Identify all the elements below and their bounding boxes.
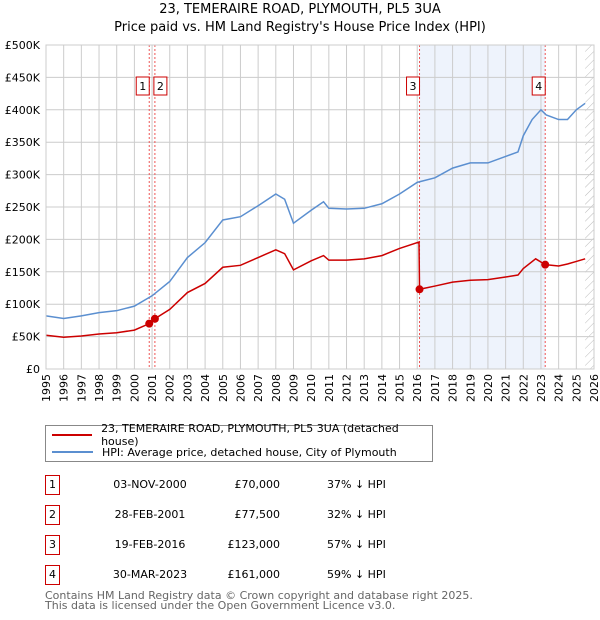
sale-label-box: 1 xyxy=(135,76,150,96)
x-tick-label: 2022 xyxy=(517,374,530,402)
series-line xyxy=(45,102,586,320)
x-tick-label: 2007 xyxy=(252,374,265,402)
sale-label-border xyxy=(406,76,421,96)
x-tick-label: 2006 xyxy=(234,374,247,402)
x-tick-label: 2008 xyxy=(270,374,283,402)
transaction-row: 3 19-FEB-2016 £123,000 57% ↓ HPI xyxy=(45,535,445,555)
x-tick-label: 2014 xyxy=(376,374,389,402)
x-tick-label: 2021 xyxy=(500,374,513,402)
transaction-hpi-diff: 59% ↓ HPI xyxy=(327,568,386,581)
footer-licence: This data is licensed under the Open Gov… xyxy=(45,599,396,612)
sale-point xyxy=(415,285,424,294)
x-tick-label: 1996 xyxy=(58,374,71,402)
x-tick-label: 1997 xyxy=(75,374,88,402)
x-tick-label: 2001 xyxy=(146,374,159,402)
y-tick-label: £450K xyxy=(5,71,41,84)
transaction-price: £77,500 xyxy=(234,508,281,521)
price-chart: 1995 1996 1997 1998 1999 2000 2001 2002 2003 2004… xyxy=(5,39,600,402)
legend-item-hpi: HPI: Average price, detached house, City… xyxy=(46,444,397,460)
transaction-row: 4 30-MAR-2023 £161,000 59% ↓ HPI xyxy=(45,565,445,585)
sale-point xyxy=(145,319,154,328)
x-tick-label: 2019 xyxy=(464,374,477,402)
transaction-price: £161,000 xyxy=(227,568,281,581)
x-tick-label: 2018 xyxy=(447,374,460,402)
legend-label: 23, TEMERAIRE ROAD, PLYMOUTH, PL5 3UA (d… xyxy=(101,422,399,448)
transaction-date: 03-NOV-2000 xyxy=(113,478,187,491)
x-tick-label: 2005 xyxy=(217,374,230,402)
x-tick-label: 2016 xyxy=(411,374,424,402)
legend-swatch-hpi xyxy=(52,451,93,453)
chart-title: 23, TEMERAIRE ROAD, PLYMOUTH, PL5 3UA xyxy=(159,2,441,17)
transaction-number: 2 xyxy=(45,505,60,525)
sale-label: 1 xyxy=(139,80,146,93)
sale-point xyxy=(541,260,550,269)
footer-copyright: Contains HM Land Registry data © Crown c… xyxy=(45,589,473,602)
sale-label: 4 xyxy=(535,80,542,93)
x-tick-label: 2011 xyxy=(323,374,336,402)
x-tick-label: 2026 xyxy=(588,374,600,402)
x-tick-label: 2015 xyxy=(394,374,407,402)
transaction-number: 3 xyxy=(45,535,60,555)
transaction-price: £123,000 xyxy=(227,538,281,551)
x-tick-label: 2017 xyxy=(429,374,442,402)
transaction-date: 30-MAR-2023 xyxy=(112,568,188,581)
sale-label: 3 xyxy=(410,80,417,93)
x-tick-label: 2013 xyxy=(358,374,371,402)
y-tick-label: £350K xyxy=(5,136,41,149)
y-tick-label: £400K xyxy=(5,104,41,117)
transaction-number: 4 xyxy=(45,565,60,585)
transaction-date: 28-FEB-2001 xyxy=(114,508,186,521)
sale-label-border xyxy=(531,76,546,96)
x-tick-label: 2023 xyxy=(535,374,548,402)
y-tick-label: £150K xyxy=(5,266,41,279)
chart-subtitle: Price paid vs. HM Land Registry's House … xyxy=(114,20,486,35)
sale-label-box: 2 xyxy=(153,76,168,96)
transaction-hpi-diff: 37% ↓ HPI xyxy=(327,478,386,491)
x-tick-label: 2025 xyxy=(570,374,583,402)
x-tick-label: 2012 xyxy=(341,374,354,402)
y-tick-label: £250K xyxy=(5,201,41,214)
y-tick-label: £500K xyxy=(5,39,41,52)
y-tick-label: £0 xyxy=(26,363,40,376)
transaction-hpi-diff: 32% ↓ HPI xyxy=(327,508,386,521)
x-tick-label: 2020 xyxy=(482,374,495,402)
y-tick-label: £50K xyxy=(12,331,41,344)
x-tick-label: 1995 xyxy=(40,374,53,402)
transaction-date: 19-FEB-2016 xyxy=(114,538,186,551)
x-tick-label: 2003 xyxy=(181,374,194,402)
sale-label-box: 3 xyxy=(406,76,421,96)
x-tick-label: 2024 xyxy=(553,374,566,402)
transaction-row: 1 03-NOV-2000 £70,000 37% ↓ HPI xyxy=(45,475,445,495)
x-tick-label: 2009 xyxy=(287,374,300,402)
y-tick-label: £200K xyxy=(5,233,41,246)
transaction-number: 1 xyxy=(45,475,60,495)
x-tick-label: 2010 xyxy=(305,374,318,402)
sale-label: 2 xyxy=(157,80,164,93)
transaction-hpi-diff: 57% ↓ HPI xyxy=(327,538,386,551)
plot-border xyxy=(45,44,595,370)
y-tick-label: £100K xyxy=(5,298,41,311)
legend-label: HPI: Average price, detached house, City… xyxy=(102,445,397,459)
x-tick-label: 2000 xyxy=(128,374,141,402)
legend: 23, TEMERAIRE ROAD, PLYMOUTH, PL5 3UA (d… xyxy=(45,422,433,462)
transaction-row: 2 28-FEB-2001 £77,500 32% ↓ HPI xyxy=(45,505,445,525)
x-tick-label: 1998 xyxy=(93,374,106,402)
sale-label-border xyxy=(153,76,168,96)
sale-point xyxy=(150,314,159,323)
sale-label-box: 4 xyxy=(531,76,546,96)
x-tick-label: 2002 xyxy=(164,374,177,402)
legend-swatch-price xyxy=(52,434,93,436)
sale-label-border xyxy=(135,76,150,96)
x-tick-label: 2004 xyxy=(199,374,212,402)
x-tick-label: 1999 xyxy=(111,374,124,402)
y-tick-label: £300K xyxy=(5,169,41,182)
legend-item-price: 23, TEMERAIRE ROAD, PLYMOUTH, PL5 3UA (d… xyxy=(46,422,432,448)
transaction-price: £70,000 xyxy=(234,478,281,491)
